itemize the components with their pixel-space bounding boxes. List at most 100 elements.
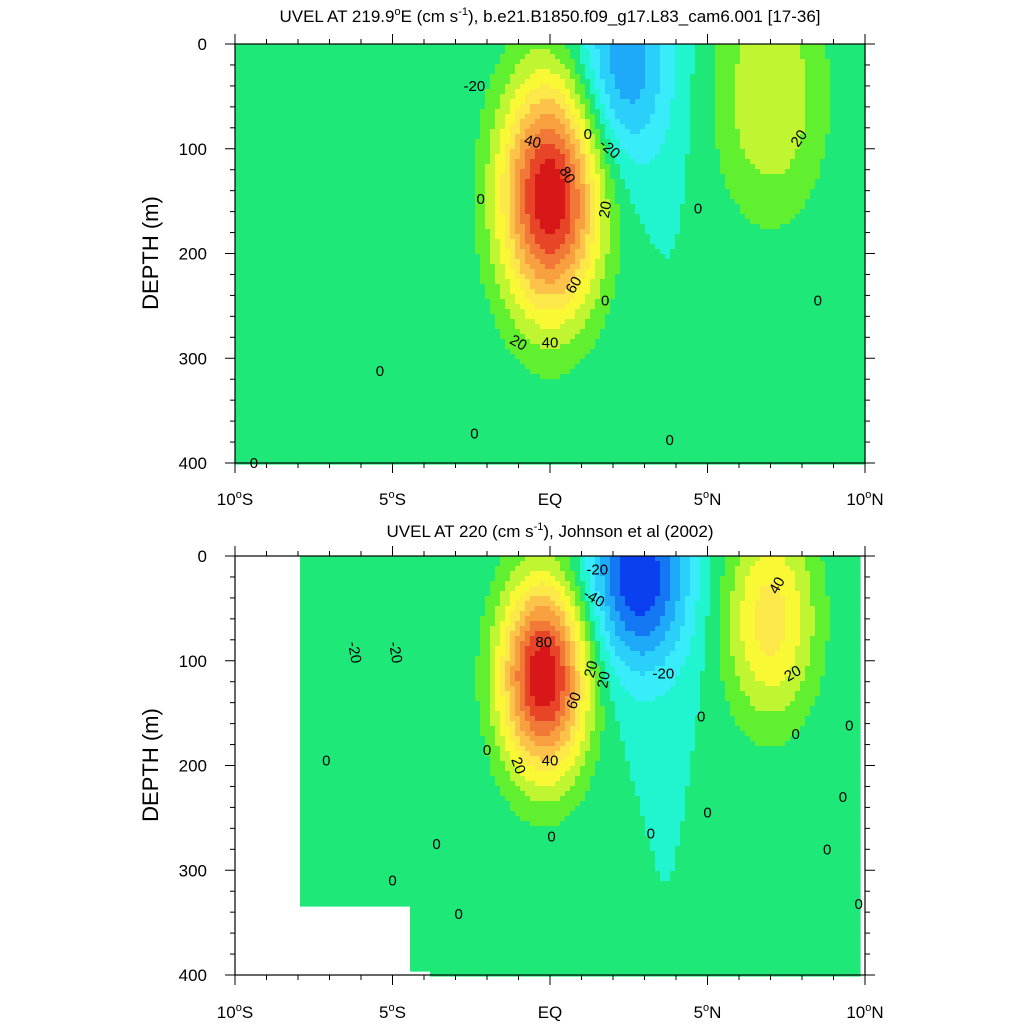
contour-cell: [840, 199, 846, 205]
contour-cell: [825, 194, 831, 200]
contour-cell: [670, 74, 676, 80]
contour-cell: [565, 49, 571, 55]
contour-cell: [835, 89, 841, 95]
contour-cell: [245, 84, 251, 90]
contour-cell: [625, 154, 631, 160]
contour-cell: [345, 134, 351, 140]
contour-cell: [820, 89, 826, 95]
contour-cell: [405, 104, 411, 110]
contour-cell: [755, 124, 761, 130]
contour-cell: [745, 104, 751, 110]
contour-cell: [625, 219, 631, 225]
contour-cell: [440, 204, 446, 210]
contour-cell: [835, 154, 841, 160]
contour-cell: [665, 114, 671, 120]
contour-cell: [750, 149, 756, 155]
contour-cell: [565, 239, 571, 245]
contour-cell: [410, 164, 416, 170]
contour-cell: [670, 109, 676, 115]
contour-cell: [695, 204, 701, 210]
contour-cell: [750, 129, 756, 135]
contour-cell: [550, 94, 556, 100]
contour-cell: [610, 214, 616, 220]
contour-cell: [410, 199, 416, 205]
contour-cell: [550, 174, 556, 180]
contour-cell: [290, 174, 296, 180]
contour-cell: [860, 59, 866, 65]
contour-cell: [400, 149, 406, 155]
contour-cell: [810, 124, 816, 130]
contour-cell: [845, 134, 851, 140]
contour-cell: [810, 129, 816, 135]
contour-cell: [710, 99, 716, 105]
contour-cell: [725, 219, 731, 225]
contour-cell: [335, 89, 341, 95]
contour-cell: [385, 59, 391, 65]
contour-cell: [860, 169, 866, 175]
contour-cell: [480, 214, 486, 220]
contour-cell: [500, 214, 506, 220]
contour-cell: [395, 54, 401, 60]
contour-cell: [530, 239, 536, 245]
contour-cell: [330, 74, 336, 80]
contour-cell: [760, 179, 766, 185]
contour-cell: [315, 214, 321, 220]
contour-cell: [360, 74, 366, 80]
contour-cell: [495, 119, 501, 125]
contour-cell: [765, 194, 771, 200]
contour-cell: [465, 229, 471, 235]
contour-cell: [385, 114, 391, 120]
contour-cell: [675, 229, 681, 235]
contour-cell: [290, 204, 296, 210]
contour-cell: [290, 89, 296, 95]
contour-cell: [570, 224, 576, 230]
contour-cell: [520, 109, 526, 115]
contour-cell: [700, 204, 706, 210]
contour-cell: [585, 54, 591, 60]
contour-cell: [315, 174, 321, 180]
contour-cell: [245, 64, 251, 70]
contour-cell: [760, 54, 766, 60]
contour-cell: [755, 194, 761, 200]
contour-cell: [340, 69, 346, 75]
contour-cell: [340, 74, 346, 80]
contour-cell: [675, 219, 681, 225]
contour-cell: [380, 69, 386, 75]
contour-cell: [370, 154, 376, 160]
contour-cell: [800, 179, 806, 185]
contour-cell: [380, 169, 386, 175]
contour-cell: [700, 199, 706, 205]
contour-cell: [520, 209, 526, 215]
contour-cell: [410, 194, 416, 200]
contour-cell: [775, 154, 781, 160]
contour-cell: [395, 99, 401, 105]
contour-cell: [790, 119, 796, 125]
contour-cell: [860, 64, 866, 70]
contour-cell: [835, 84, 841, 90]
contour-cell: [705, 59, 711, 65]
contour-cell: [860, 149, 866, 155]
contour-cell: [750, 164, 756, 170]
contour-cell: [640, 149, 646, 155]
contour-cell: [430, 79, 436, 85]
contour-cell: [565, 69, 571, 75]
contour-cell: [620, 204, 626, 210]
contour-cell: [610, 234, 616, 240]
contour-cell: [670, 234, 676, 240]
contour-cell: [360, 179, 366, 185]
contour-cell: [290, 194, 296, 200]
contour-cell: [290, 69, 296, 75]
contour-cell: [640, 104, 646, 110]
contour-cell: [620, 179, 626, 185]
contour-cell: [275, 129, 281, 135]
contour-cell: [770, 59, 776, 65]
contour-cell: [550, 44, 556, 50]
contour-cell: [315, 239, 321, 245]
contour-cell: [840, 59, 846, 65]
contour-cell: [720, 224, 726, 230]
contour-cell: [460, 129, 466, 135]
contour-cell: [245, 69, 251, 75]
contour-cell: [810, 94, 816, 100]
contour-cell: [490, 64, 496, 70]
contour-cell: [330, 89, 336, 95]
